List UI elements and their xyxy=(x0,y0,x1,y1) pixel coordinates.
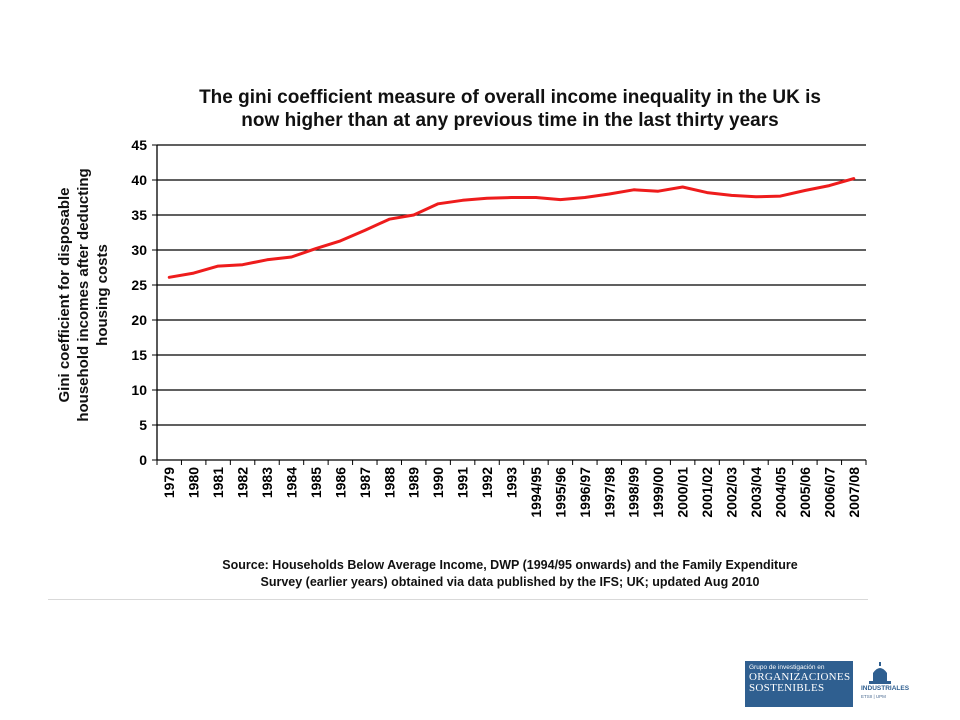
y-tick-label-35: 35 xyxy=(131,207,147,223)
y-axis-label: Gini coefficient for disposable househol… xyxy=(56,168,111,421)
data-point-1994/95 xyxy=(534,196,538,199)
y-tick-label-30: 30 xyxy=(131,242,147,258)
data-point-2005/06 xyxy=(803,189,807,192)
y-tick-label-5: 5 xyxy=(139,417,147,433)
x-tick-label-1995/96: 1995/96 xyxy=(552,467,568,518)
data-point-1989 xyxy=(412,213,415,217)
y-tick-label-45: 45 xyxy=(131,137,147,153)
y-tick-label-10: 10 xyxy=(131,382,147,398)
data-point-2004/05 xyxy=(779,194,782,198)
data-point-2003/04 xyxy=(754,195,758,198)
data-point-2007/08 xyxy=(852,177,855,180)
x-tick-label-1986: 1986 xyxy=(332,467,348,498)
data-point-1997/98 xyxy=(608,192,611,196)
x-tick-label-2004/05: 2004/05 xyxy=(772,467,788,518)
x-tick-label-1999/00: 1999/00 xyxy=(650,467,666,518)
y-axis-label-line-1: Gini coefficient for disposable xyxy=(56,187,73,402)
x-tick-label-1998/99: 1998/99 xyxy=(626,467,642,518)
x-tick-label-1993: 1993 xyxy=(504,467,520,498)
x-tick-label-2001/02: 2001/02 xyxy=(699,467,715,518)
source-line-2: Survey (earlier years) obtained via data… xyxy=(260,575,760,589)
logo-industriales-sub: ETSII | UPM xyxy=(861,694,886,699)
y-tick-label-15: 15 xyxy=(131,347,147,363)
data-point-1987 xyxy=(363,229,367,232)
data-point-1982 xyxy=(241,263,244,266)
industriales-logo: INDUSTRIALES ETSII | UPM xyxy=(859,661,911,707)
x-tick-label-1994/95: 1994/95 xyxy=(528,467,544,518)
source-line-1: Source: Households Below Average Income,… xyxy=(222,558,798,572)
data-point-1983 xyxy=(265,258,269,261)
x-tick-label-1997/98: 1997/98 xyxy=(601,467,617,518)
data-point-1996/97 xyxy=(583,196,587,199)
x-tick-label-1992: 1992 xyxy=(479,467,495,498)
y-axis-label-line-2: household incomes after deducting xyxy=(75,168,92,421)
data-point-1980 xyxy=(192,271,195,275)
y-axis-label-line-3: housing costs xyxy=(94,244,111,346)
x-tick-label-1984: 1984 xyxy=(283,467,299,498)
chart-title-line-2: now higher than at any previous time in … xyxy=(241,110,779,131)
data-point-1986 xyxy=(339,239,342,243)
chart-title-line-1: The gini coefficient measure of overall … xyxy=(199,87,821,108)
x-tick-label-1981: 1981 xyxy=(210,467,226,498)
x-tick-label-1985: 1985 xyxy=(308,467,324,498)
source-note: Source: Households Below Average Income,… xyxy=(150,557,870,591)
x-tick-label-2002/03: 2002/03 xyxy=(724,467,740,518)
data-point-1999/00 xyxy=(656,190,660,193)
organizaciones-sostenibles-logo: Grupo de investigación en ORGANIZACIONES… xyxy=(745,661,853,707)
x-tick-label-1990: 1990 xyxy=(430,467,446,498)
y-tick-label-40: 40 xyxy=(131,172,147,188)
data-point-1993 xyxy=(510,196,513,199)
x-tick-label-2003/04: 2003/04 xyxy=(748,467,764,518)
data-point-1984 xyxy=(290,255,293,259)
y-tick-label-25: 25 xyxy=(131,277,147,293)
bottom-divider xyxy=(48,599,868,600)
y-tick-label-0: 0 xyxy=(139,452,147,468)
chart-title: The gini coefficient measure of overall … xyxy=(150,86,870,132)
data-point-2001/02 xyxy=(705,191,709,194)
data-point-1981 xyxy=(216,264,220,268)
x-tick-label-2007/08: 2007/08 xyxy=(846,467,862,518)
data-point-2006/07 xyxy=(828,184,831,187)
y-tick-label-20: 20 xyxy=(131,312,147,328)
x-tick-label-1988: 1988 xyxy=(381,467,397,498)
data-point-1988 xyxy=(388,218,391,221)
x-tick-label-1980: 1980 xyxy=(186,467,202,498)
data-point-1985 xyxy=(314,247,318,250)
x-tick-label-1983: 1983 xyxy=(259,467,275,498)
data-point-1998/99 xyxy=(632,188,635,191)
data-point-1990 xyxy=(436,202,440,205)
x-tick-label-2005/06: 2005/06 xyxy=(797,467,813,518)
building-dome-icon xyxy=(869,662,891,684)
data-point-1991 xyxy=(461,199,464,202)
data-point-1995/96 xyxy=(559,198,562,201)
logo-industriales-text: INDUSTRIALES xyxy=(861,685,910,692)
data-point-2000/01 xyxy=(681,185,684,189)
x-tick-label-1991: 1991 xyxy=(455,467,471,498)
logo-line-1: ORGANIZACIONES xyxy=(749,671,851,683)
x-tick-label-1987: 1987 xyxy=(357,467,373,498)
x-tick-label-2000/01: 2000/01 xyxy=(675,467,691,518)
research-group-logo: Grupo de investigación en ORGANIZACIONES… xyxy=(745,661,911,707)
data-point-1979 xyxy=(168,276,171,279)
x-tick-label-1982: 1982 xyxy=(235,467,251,498)
series-line-0 xyxy=(167,177,856,279)
x-tick-label-1979: 1979 xyxy=(161,467,177,498)
logo-line-2: SOSTENIBLES xyxy=(749,682,825,694)
x-tick-label-2006/07: 2006/07 xyxy=(821,467,837,518)
x-tick-label-1996/97: 1996/97 xyxy=(577,467,593,518)
data-point-2002/03 xyxy=(730,194,733,197)
x-tick-label-1989: 1989 xyxy=(406,467,422,498)
data-point-1992 xyxy=(485,197,489,200)
logo-small-text: Grupo de investigación en xyxy=(749,664,825,671)
